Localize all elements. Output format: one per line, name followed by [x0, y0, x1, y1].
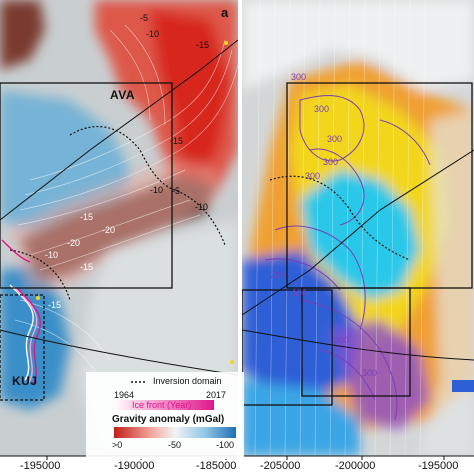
kuj-box-right [301, 287, 411, 397]
left-contour-lines [14, 24, 238, 381]
legend-graphics [86, 372, 244, 459]
marker [36, 296, 40, 300]
gravity-blue-lower [0, 265, 70, 410]
inversion-domain-line [9, 126, 226, 301]
profile-line-right [242, 149, 474, 316]
inversion-domain-line-right [269, 175, 411, 261]
marker [230, 360, 234, 364]
bed-violet-region [330, 320, 430, 430]
gravity-gradient [114, 427, 236, 438]
marker [224, 41, 228, 45]
bed-blue-lower [242, 380, 360, 456]
lower-box-right [242, 289, 333, 406]
ice-front-lines [1, 239, 41, 385]
gravity-dark-topleft [0, 0, 45, 70]
kuj-box [0, 294, 45, 401]
transect-line-left [0, 329, 238, 376]
hillshade-white [242, 0, 474, 90]
ava-box [0, 82, 173, 289]
transect-line-right [242, 329, 474, 361]
gravity-red-core [150, 10, 230, 190]
right-map-panel [242, 0, 474, 456]
colorbar-fragment [452, 380, 474, 392]
hillshade-right [420, 110, 474, 456]
gravity-pink-fringe [10, 160, 220, 290]
year-gradient [114, 400, 214, 410]
right-grid-lines [254, 0, 426, 456]
bed-cyan-region [300, 170, 420, 300]
profile-line-left [0, 39, 238, 221]
right-purple-contours [264, 95, 431, 421]
panel-separator [238, 0, 242, 456]
